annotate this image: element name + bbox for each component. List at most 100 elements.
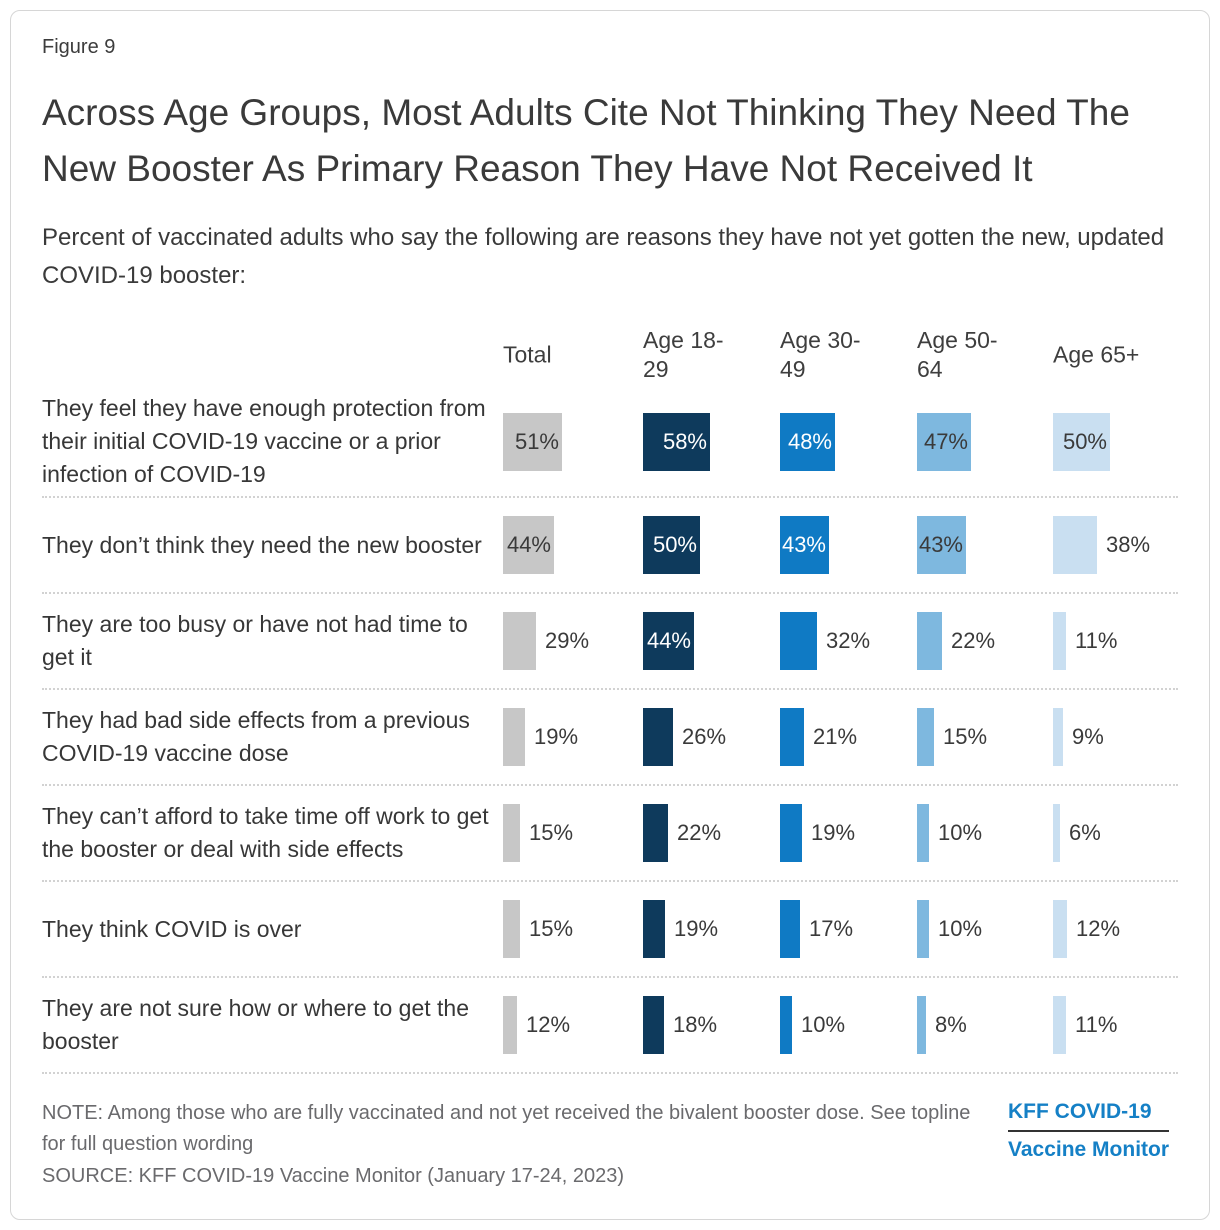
bar-cell: 18% (643, 996, 717, 1054)
bar (917, 900, 929, 958)
bar (1053, 516, 1097, 574)
bar-value-label: 15% (943, 724, 988, 749)
bar-value-label: 44% (646, 628, 691, 653)
bar-cell: 47% (917, 412, 971, 471)
bar-value-label: 22% (951, 628, 996, 653)
bar-value-label: 50% (652, 532, 697, 557)
bar-cell: 44% (643, 612, 694, 670)
bar (1053, 900, 1067, 958)
kff-logo-line2: Vaccine Monitor (1008, 1138, 1170, 1161)
bar: 50% (1053, 412, 1110, 471)
bar-cell: 44% (503, 516, 554, 574)
bar-value-label: 9% (1072, 724, 1104, 749)
bar (780, 804, 802, 862)
note-text: NOTE: Among those who are fully vaccinat… (42, 1102, 971, 1155)
bar-value-label: 32% (826, 628, 871, 653)
bar-value-label: 47% (923, 428, 968, 454)
bar-cell: 32% (780, 612, 870, 670)
bar-cell: 15% (503, 804, 573, 862)
column-header-age-65-: Age 65+ (1053, 341, 1140, 368)
column-header-age-50-64: Age 50-64 (917, 327, 998, 382)
footer-notes: NOTE: Among those who are fully vaccinat… (42, 1098, 994, 1192)
bar-cell: 10% (917, 804, 982, 862)
bar-cell: 43% (917, 516, 966, 574)
bar-cell: 17% (780, 900, 853, 958)
bar (503, 708, 525, 766)
bar-value-label: 10% (938, 916, 983, 941)
bar-value-label: 11% (1075, 1012, 1118, 1037)
bar-cell: 21% (780, 708, 857, 766)
bar: 50% (643, 516, 700, 574)
bar: 58% (643, 412, 710, 471)
bar-value-label: 12% (1076, 916, 1121, 941)
bar (1053, 804, 1060, 862)
column-header-age-30-49: Age 30-49 (780, 327, 861, 382)
bar-value-label: 19% (534, 724, 579, 749)
bar (1053, 612, 1066, 670)
footer: NOTE: Among those who are fully vaccinat… (42, 1098, 1178, 1192)
bar-value-label: 10% (938, 820, 983, 845)
bar-cell: 19% (780, 804, 855, 862)
bar-cell: 12% (1053, 900, 1120, 958)
bar-cell: 10% (917, 900, 982, 958)
bar-value-label: 12% (526, 1012, 571, 1037)
bar-value-label: 38% (1106, 532, 1151, 557)
bar-value-label: 17% (809, 916, 854, 941)
bar-value-label: 10% (801, 1012, 846, 1037)
bar-value-label: 58% (662, 428, 707, 454)
bar-value-label: 15% (529, 916, 574, 941)
table-row: They are not sure how or where to get th… (42, 978, 1178, 1074)
bar: 44% (643, 612, 694, 670)
table-row: They had bad side effects from a previou… (42, 690, 1178, 786)
bar-cell: 15% (917, 708, 987, 766)
bar-value-label: 15% (529, 820, 574, 845)
bar (503, 612, 536, 670)
kff-logo: KFF COVID-19 Vaccine Monitor (1008, 1100, 1170, 1162)
bar (1053, 996, 1066, 1054)
bar: 47% (917, 412, 971, 471)
bar-cell: 58% (643, 412, 710, 471)
row-label: They think COVID is over (42, 915, 302, 942)
bar-cell: 9% (1053, 708, 1104, 766)
table-row: They don’t think they need the new boost… (42, 498, 1178, 594)
bar (780, 612, 817, 670)
bar: 43% (780, 516, 829, 574)
bar-value-label: 18% (673, 1012, 718, 1037)
table-row: They feel they have enough protection fr… (42, 387, 1178, 498)
bar (1053, 708, 1063, 766)
kff-logo-line1: KFF COVID-19 (1008, 1100, 1152, 1123)
bar-cell: 19% (643, 900, 718, 958)
row-label: They are not sure how or where to get th… (42, 995, 470, 1054)
row-label: They are too busy or have not had time t… (42, 611, 468, 670)
bar-cell: 11% (1053, 612, 1117, 670)
bar-value-label: 44% (506, 532, 551, 557)
column-header-row: Total Age 18-29 Age 30-49 Age 50-64 Age 65+ (42, 323, 1178, 387)
bar (780, 996, 792, 1054)
chart-subtitle: Percent of vaccinated adults who say the… (42, 224, 1165, 289)
bar-cell: 43% (780, 516, 829, 574)
bar (917, 804, 929, 862)
row-label: They feel they have enough protection fr… (42, 395, 486, 487)
chart-rows: They feel they have enough protection fr… (42, 387, 1178, 1074)
bar (917, 996, 926, 1054)
bar-value-label: 19% (674, 916, 719, 941)
figure-content: Figure 9 Across Age Groups, Most Adults … (42, 36, 1178, 1192)
source-text: SOURCE: KFF COVID-19 Vaccine Monitor (Ja… (42, 1165, 625, 1187)
bar (643, 804, 668, 862)
bar-cell: 8% (917, 996, 967, 1054)
bar-value-label: 22% (677, 820, 722, 845)
bar (780, 708, 804, 766)
bar: 44% (503, 516, 554, 574)
bar (503, 804, 520, 862)
table-row: They can’t afford to take time off work … (42, 786, 1178, 882)
bar (643, 996, 664, 1054)
bar-value-label: 26% (682, 724, 727, 749)
bar-cell: 19% (503, 708, 578, 766)
row-label: They don’t think they need the new boost… (42, 531, 482, 558)
bar-cell: 12% (503, 996, 570, 1054)
row-label: They can’t afford to take time off work … (42, 803, 489, 862)
bar (643, 900, 665, 958)
bar-chart: Total Age 18-29 Age 30-49 Age 50-64 Age 65+ … (42, 323, 1178, 1074)
bar-value-label: 21% (813, 724, 858, 749)
